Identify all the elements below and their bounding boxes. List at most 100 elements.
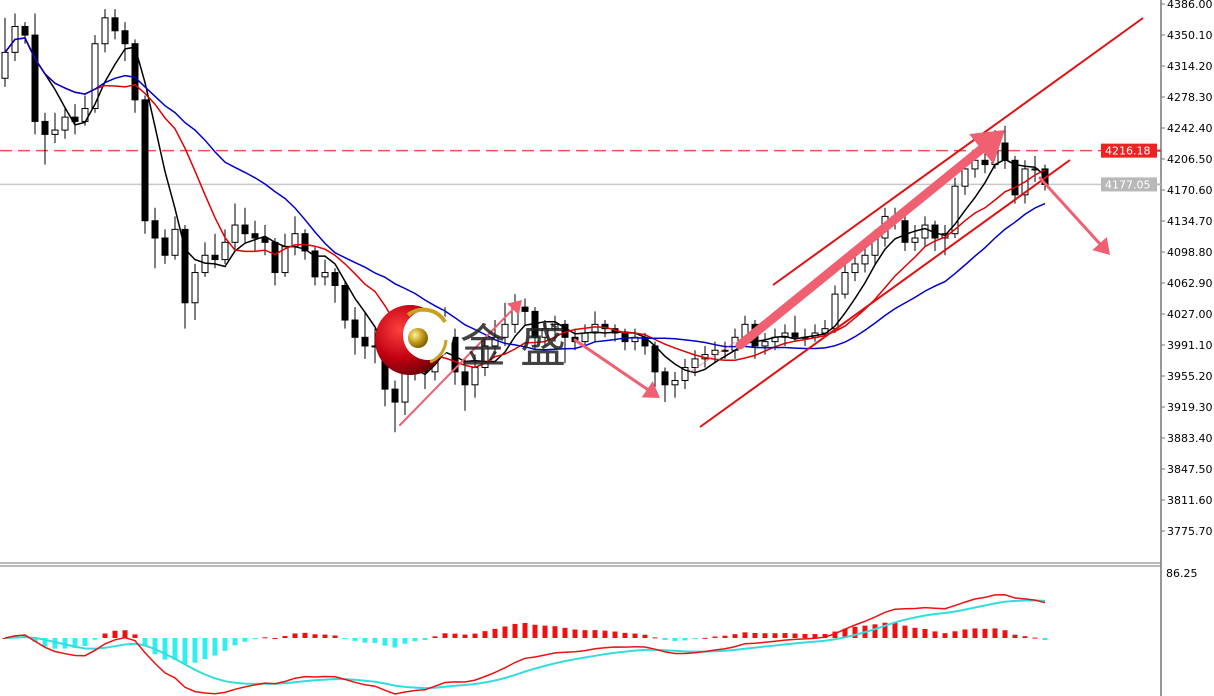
candle-bear [901,220,909,243]
macd-histogram-bar [92,638,98,640]
candle-bull [321,272,329,278]
price-level-label: 4216.18 [1105,145,1151,158]
macd-histogram-bar [912,627,918,638]
macd-histogram-bar [602,630,608,638]
candle-bull [61,116,69,131]
macd-histogram-bar [82,638,88,647]
macd-histogram-bar [782,633,788,638]
macd-histogram-bar [402,638,408,644]
axis-tick-label: 4242.40 [1167,122,1213,135]
macd-histogram-bar [442,633,448,638]
macd-histogram-bar [572,629,578,638]
macd-histogram-bar [162,638,168,660]
candle-bear [1011,159,1019,196]
macd-histogram-bar [742,632,748,638]
macd-histogram-bar [532,624,538,638]
candle-bull [1,51,9,79]
axis-tick-label: 3883.40 [1167,432,1213,445]
macd-histogram-bar [1042,638,1048,641]
macd-histogram-bar [272,637,278,639]
up-arrow-icon-head [507,300,522,316]
axis-tick-label: 3775.70 [1167,525,1213,538]
up-arrow-icon [399,308,514,426]
macd-histogram-bar [1012,634,1018,638]
axis-tick-label: 3811.60 [1167,494,1213,507]
macd-histogram-bar [302,632,308,638]
macd-histogram-bar [792,633,798,638]
candle-bear [161,237,169,256]
price-level-badge [1101,177,1157,192]
trend-channel-line [772,17,1144,286]
macd-histogram-bar [552,626,558,638]
candle-bull [501,323,509,338]
macd-histogram-bar [512,623,518,638]
candle-bear [21,25,29,36]
candle-bull [581,332,589,343]
candle-bear [251,233,259,239]
macd-histogram-bar [962,629,968,638]
macd-histogram-bar [242,638,248,642]
macd-histogram-bar [842,628,848,638]
macd-histogram-bar [122,630,128,638]
axis-tick-label: 4134.70 [1167,215,1213,228]
macd-histogram-bar [372,638,378,644]
macd-histogram-bar [462,634,468,638]
candle-bull [481,345,489,369]
axis-tick-label: 4098.80 [1167,246,1213,259]
candle-bear [241,224,249,235]
macd-histogram-bar [692,638,698,640]
macd-histogram-bar [252,638,258,640]
candle-bull [711,349,719,356]
macd-histogram-bar [32,638,38,642]
candle-bull [101,17,109,45]
macd-histogram-bar [172,638,178,660]
axis-tick-label: 3991.10 [1167,339,1213,352]
macd-histogram-bar [992,628,998,638]
candle-bull [781,332,789,338]
candle-bull [191,272,199,304]
macd-line [4,594,1046,695]
macd-histogram-bar [832,631,838,638]
macd-histogram-bar [1022,636,1028,638]
price-level-badge [1101,143,1157,158]
macd-histogram-bar [682,638,688,641]
macd-histogram-bar [492,628,498,638]
macd-histogram-bar [712,636,718,638]
macd-histogram-bar [222,638,228,651]
axis-tick-label: 4062.90 [1167,277,1213,290]
candle-bull [921,224,929,239]
candle-bull [591,323,599,334]
macd-histogram-bar [112,630,118,638]
macd-histogram-bar [412,638,418,642]
candle-bear [351,319,359,338]
macd-histogram-bar [342,638,348,639]
macd-histogram-bar [702,637,708,639]
up-arrow-icon [735,144,986,350]
macd-histogram-bar [182,638,188,664]
macd-histogram-bar [382,638,388,646]
macd-histogram-bar [1002,630,1008,638]
axis-tick-label: 3847.50 [1167,463,1213,476]
macd-histogram-bar [322,634,328,638]
macd-histogram-bar [622,632,628,638]
axis-tick-label: 4314.20 [1167,60,1213,73]
macd-histogram-bar [592,630,598,638]
candle-bear [661,371,669,386]
candle-bull [681,367,689,381]
axis-tick-label: 3955.20 [1167,370,1213,383]
candle-bull [861,254,869,265]
macd-histogram-bar [652,637,658,639]
macd-histogram-bar [812,634,818,638]
watermark-text: 金盛 [460,319,580,373]
macd-histogram-bar [452,633,458,638]
candle-bear [311,250,319,278]
candle-bear [391,388,399,403]
macd-histogram-bar [762,633,768,638]
macd-histogram-bar [612,631,618,638]
candle-bear [651,345,659,373]
macd-histogram-bar [2,638,8,639]
macd-signal-line [4,599,1046,690]
candle-bear [791,332,799,338]
watermark-logo: 金盛 [375,305,580,375]
